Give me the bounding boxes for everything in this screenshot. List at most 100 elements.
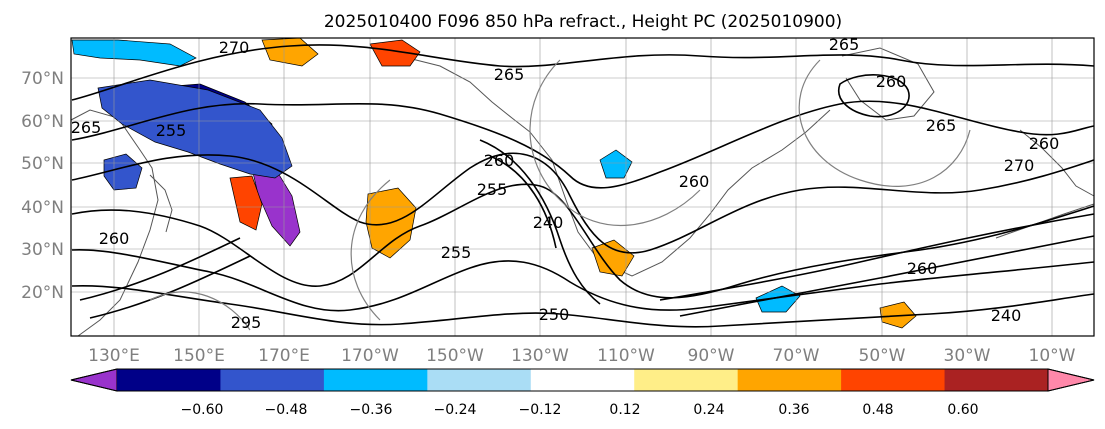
lon-label-170w: 170°W	[341, 346, 399, 366]
colorbar-tick-label: 0.48	[862, 402, 893, 418]
circulation-lines	[149, 59, 971, 331]
circulation-line	[529, 59, 701, 227]
lon-label-10w: 10°W	[1029, 346, 1076, 366]
height-contour	[71, 152, 1095, 254]
contour-label: 260	[907, 259, 938, 278]
height-contour-jet	[679, 235, 1095, 317]
contour-label: 265	[494, 65, 525, 84]
lon-label-50w: 50°W	[859, 346, 906, 366]
contour-label: 270	[1004, 156, 1035, 175]
colorbar-segment	[530, 369, 635, 391]
latitude-axis: 70°N 60°N 50°N 40°N 30°N 20°N	[21, 69, 64, 303]
circulation-line	[350, 179, 391, 321]
height-contour	[71, 284, 1095, 328]
height-contour	[71, 183, 1095, 299]
colorbar-segment	[737, 369, 842, 391]
colorbar-segment	[323, 369, 428, 391]
colorbar-segment	[944, 369, 1049, 391]
colorbar-segment	[841, 369, 946, 391]
map-frame	[70, 37, 1095, 337]
colorbar-segment	[117, 369, 221, 391]
contour-label: 255	[477, 180, 508, 199]
colorbar-tick-label: 0.36	[778, 402, 809, 418]
contour-label: 260	[1029, 134, 1060, 153]
lon-label-90w: 90°W	[688, 346, 735, 366]
contour-label: 265	[829, 35, 860, 54]
contour-label: 240	[533, 213, 564, 232]
lon-label-170e: 170°E	[258, 346, 310, 366]
colorbar-tick-label: 0.24	[693, 402, 724, 418]
contour-label: 250	[539, 305, 570, 324]
colorbar-outline	[70, 368, 1095, 392]
height-contour-closed	[837, 74, 910, 118]
coastline-japan	[149, 174, 173, 233]
lon-label-30w: 30°W	[944, 346, 991, 366]
coastline-asia	[70, 109, 159, 337]
colorbar-segment	[427, 369, 532, 391]
lat-label-60n: 60°N	[21, 112, 64, 132]
contour-labels: 270 265 265 260 265 255 265 260 260 270 …	[71, 35, 1060, 332]
colorbar-tick-label: 0.12	[609, 402, 640, 418]
height-contour	[71, 249, 1095, 312]
contour-label: 260	[876, 72, 907, 91]
lon-label-130w: 130°W	[511, 346, 569, 366]
positive-anomaly-region-atlantic	[879, 301, 917, 329]
height-contour-jet	[489, 155, 557, 249]
positive-anomaly-region-siberia	[369, 39, 421, 67]
lon-label-150e: 150°E	[173, 346, 225, 366]
positive-anomaly-region-japan	[229, 175, 263, 231]
height-contour	[71, 100, 1095, 189]
longitude-axis: 130°E 150°E 170°E 170°W 150°W 130°W 110°…	[88, 346, 1076, 366]
contour-label: 260	[484, 151, 515, 170]
lat-label-50n: 50°N	[21, 154, 64, 174]
colorbar-tick-label: −0.60	[181, 402, 224, 418]
coastline-north-america	[529, 109, 831, 277]
contour-label: 255	[156, 121, 187, 140]
lon-label-110w: 110°W	[597, 346, 655, 366]
colorbar-tick-labels: −0.60 −0.48 −0.36 −0.24 −0.12 0.12 0.24 …	[181, 402, 979, 418]
colorbar-tick-label: −0.24	[434, 402, 477, 418]
contour-label: 240	[991, 306, 1022, 325]
colorbar-segment	[634, 369, 739, 391]
lon-label-130e: 130°E	[88, 346, 140, 366]
lat-label-20n: 20°N	[21, 283, 64, 303]
height-contours	[71, 44, 1095, 328]
contour-label: 295	[231, 313, 262, 332]
lat-label-40n: 40°N	[21, 198, 64, 218]
contour-label: 265	[926, 116, 957, 135]
contour-label: 260	[679, 172, 710, 191]
colorbar-extend-low	[70, 368, 118, 392]
colorbar-segment	[220, 369, 325, 391]
map-panel: 270 265 265 260 265 255 265 260 260 270 …	[70, 35, 1095, 337]
negative-anomaly-region-gulf	[599, 149, 633, 179]
height-contour-jet	[79, 237, 241, 301]
colorbar-segments	[70, 368, 1095, 392]
contour-label: 255	[441, 243, 472, 262]
coastline-greenland	[841, 47, 935, 121]
circulation-line	[149, 291, 251, 331]
height-contour-jet	[659, 213, 1095, 301]
lon-label-150w: 150°W	[426, 346, 484, 366]
colorbar-tick-label: −0.36	[350, 402, 393, 418]
negative-anomaly-region-atlantic	[755, 285, 801, 313]
lat-label-70n: 70°N	[21, 69, 64, 89]
lon-label-70w: 70°W	[773, 346, 820, 366]
colorbar-tick-label: 0.60	[947, 402, 978, 418]
height-contour-jet	[89, 255, 251, 319]
colorbar: −0.60 −0.48 −0.36 −0.24 −0.12 0.12 0.24 …	[70, 368, 1095, 418]
coastline-europe	[1019, 129, 1095, 197]
height-contour	[71, 44, 1095, 101]
colorbar-tick-label: −0.48	[265, 402, 308, 418]
coastline-alaska	[391, 53, 531, 133]
map-title: 2025010400 F096 850 hPa refract., Height…	[324, 12, 842, 32]
lat-label-30n: 30°N	[21, 240, 64, 260]
colorbar-tick-label: −0.12	[519, 402, 562, 418]
colorbar-extend-high	[1047, 368, 1095, 392]
height-contour-jet	[479, 139, 601, 305]
circulation-line	[798, 59, 971, 187]
contour-label: 265	[71, 118, 102, 137]
anomaly-shading	[71, 37, 917, 329]
map-background	[71, 38, 1094, 336]
contour-label: 270	[219, 38, 250, 57]
